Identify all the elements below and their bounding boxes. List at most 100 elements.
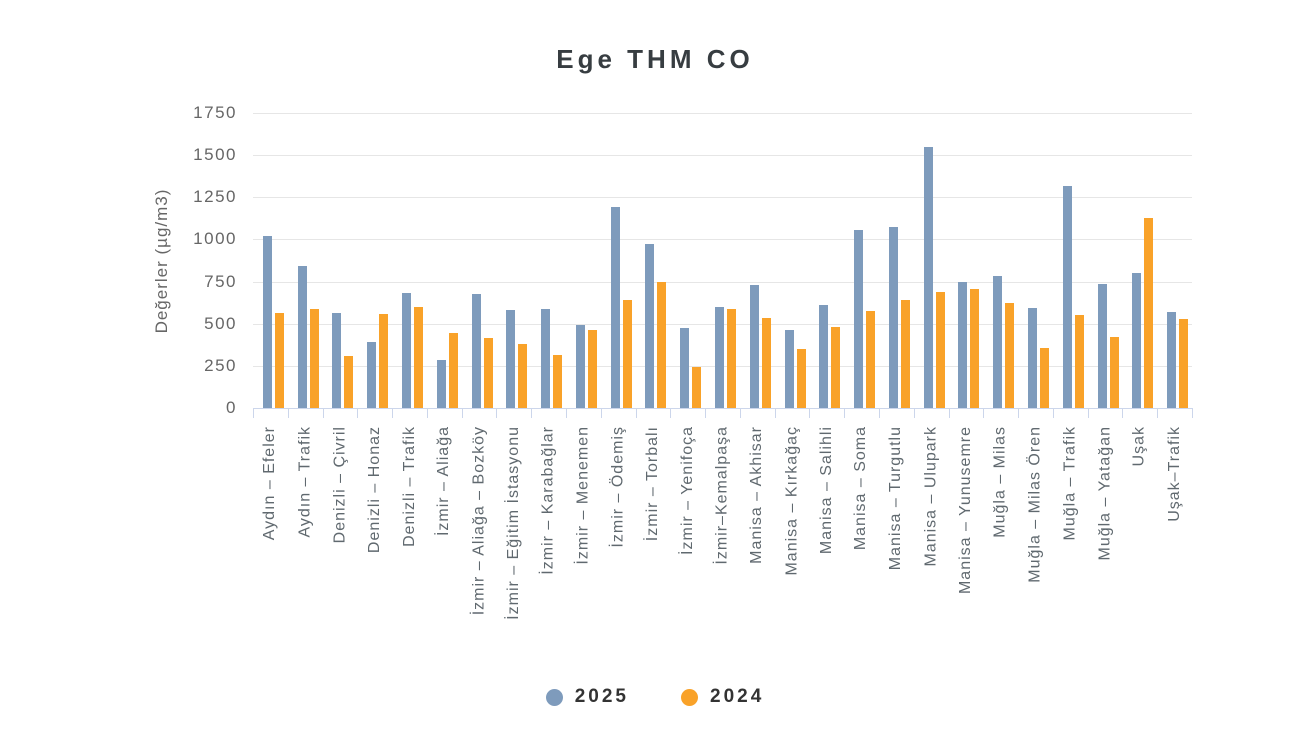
gridline — [253, 197, 1192, 199]
bar-2025[interactable] — [854, 230, 864, 408]
x-category-label: Manisa – Salihli — [817, 426, 835, 555]
bar-2024[interactable] — [553, 354, 563, 408]
x-category-label: Muğla – Trafik — [1061, 426, 1079, 541]
bar-2025[interactable] — [1167, 311, 1177, 408]
bar-2025[interactable] — [1097, 284, 1107, 408]
plot-area — [253, 113, 1192, 408]
x-axis-tick — [461, 408, 463, 418]
legend-label-2025: 2025 — [574, 686, 629, 707]
x-category-label: İzmir – Karabağlar — [539, 426, 557, 575]
bar-2025[interactable] — [367, 342, 377, 408]
bar-2024[interactable] — [866, 311, 876, 408]
x-axis-tick — [1087, 408, 1089, 418]
bar-2024[interactable] — [414, 306, 423, 408]
x-category-label: Manisa – Ulupark — [922, 426, 940, 567]
bar-2024[interactable] — [1109, 337, 1119, 408]
x-axis-tick — [913, 408, 915, 418]
x-axis-tick — [670, 408, 672, 418]
x-category-label: Denizli – Trafik — [400, 426, 418, 547]
bar-2024[interactable] — [727, 309, 736, 408]
bar-2025[interactable] — [297, 266, 307, 408]
x-category-label: Aydın – Efeler — [261, 426, 279, 541]
y-tick-label: 500 — [204, 313, 237, 333]
x-axis-tick — [392, 408, 394, 418]
bar-2025[interactable] — [645, 243, 655, 408]
bar-2024[interactable] — [1179, 318, 1189, 408]
bar-2025[interactable] — [471, 294, 481, 408]
gridline — [253, 113, 1192, 114]
bar-2025[interactable] — [1132, 273, 1142, 408]
bar-2024[interactable] — [935, 291, 945, 408]
y-tick-label: 250 — [204, 355, 237, 375]
bar-2024[interactable] — [483, 338, 493, 408]
bar-2025[interactable] — [506, 310, 516, 408]
x-category-label: İzmir – Torbalı — [643, 426, 661, 542]
x-axis-tick — [879, 408, 880, 418]
bar-2025[interactable] — [541, 308, 551, 408]
bar-2025[interactable] — [784, 330, 794, 408]
x-category-label: Manisa – Soma — [852, 426, 870, 551]
bar-2024[interactable] — [344, 355, 354, 408]
x-category-label: İzmir – Aliağa — [435, 426, 453, 537]
bar-2024[interactable] — [900, 300, 910, 408]
bar-2024[interactable] — [1074, 315, 1084, 408]
x-category-label: Muğla – Yatağan — [1096, 426, 1114, 561]
bar-2025[interactable] — [923, 146, 933, 408]
bar-2024[interactable] — [761, 317, 771, 408]
x-category-label: İzmir – Aliağa – Bozköy — [470, 426, 488, 616]
bar-2025[interactable] — [993, 275, 1003, 408]
bar-2025[interactable] — [1028, 307, 1037, 408]
bar-2024[interactable] — [1005, 302, 1015, 408]
bar-2024[interactable] — [796, 349, 806, 408]
y-tick-label: 0 — [226, 398, 237, 417]
y-tick-label: 1000 — [193, 229, 237, 249]
bar-2024[interactable] — [622, 300, 632, 408]
bar-2025[interactable] — [402, 292, 411, 408]
x-axis-tick — [1157, 408, 1159, 418]
bar-2025[interactable] — [958, 282, 968, 408]
x-category-label: Denizli – Honaz — [365, 426, 383, 554]
x-axis-tick — [635, 408, 637, 418]
x-category-label: İzmir – Eğitim İstasyonu — [504, 426, 522, 620]
bar-2025[interactable] — [819, 305, 829, 408]
legend-item-2024[interactable]: 2024 — [681, 686, 764, 708]
bar-2025[interactable] — [610, 207, 620, 408]
bar-2025[interactable] — [1062, 185, 1072, 408]
x-axis-tick — [496, 408, 498, 418]
bar-2024[interactable] — [692, 366, 702, 408]
chart-title: Ege THM CO — [556, 44, 754, 74]
bar-2025[interactable] — [715, 306, 724, 408]
bar-2024[interactable] — [1040, 348, 1049, 408]
x-axis-tick — [531, 408, 533, 418]
y-tick-label: 1250 — [193, 187, 237, 207]
bar-2024[interactable] — [274, 312, 284, 408]
bar-2025[interactable] — [575, 324, 585, 408]
x-axis-tick — [1122, 408, 1124, 418]
x-axis-tick — [1018, 408, 1020, 418]
bar-2024[interactable] — [448, 333, 458, 408]
bar-2024[interactable] — [1144, 218, 1154, 408]
x-axis-tick — [600, 408, 602, 418]
bar-2024[interactable] — [518, 343, 528, 408]
bar-2024[interactable] — [657, 282, 667, 408]
bar-2025[interactable] — [680, 327, 690, 408]
bar-2025[interactable] — [332, 312, 342, 408]
bar-2024[interactable] — [309, 308, 319, 408]
bar-2024[interactable] — [831, 327, 841, 408]
bar-2025[interactable] — [436, 359, 446, 408]
x-category-label: İzmir–Kemalpaşa — [713, 426, 731, 565]
bar-2025[interactable] — [888, 226, 898, 408]
x-category-label: Manisa – Yunusemre — [956, 426, 974, 595]
y-tick-label: 750 — [204, 271, 237, 291]
bar-2024[interactable] — [970, 289, 980, 408]
x-category-label: Muğla – Milas Ören — [1026, 426, 1044, 583]
legend-item-2025[interactable]: 2025 — [545, 686, 629, 708]
bar-2024[interactable] — [587, 329, 597, 408]
x-axis-tick — [287, 408, 289, 418]
bar-2025[interactable] — [262, 236, 272, 408]
bar-2025[interactable] — [749, 284, 759, 408]
bar-2024[interactable] — [379, 314, 389, 408]
x-category-label: İzmir – Ödemiş — [609, 426, 627, 548]
x-category-label: Manisa – Kırkağaç — [783, 426, 801, 576]
